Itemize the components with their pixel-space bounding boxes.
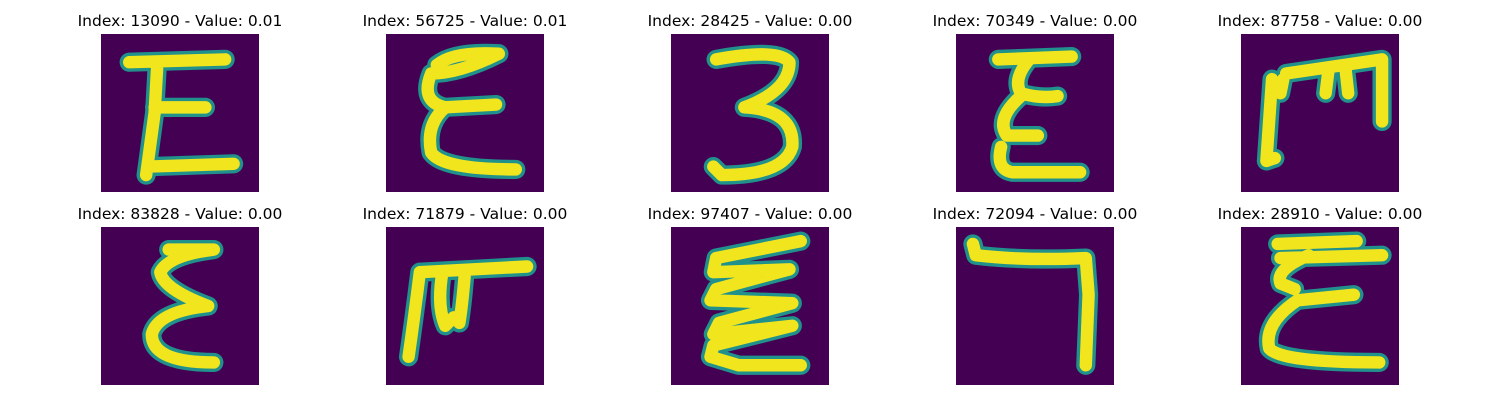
sample-image xyxy=(671,34,829,192)
sample-image xyxy=(1241,227,1399,385)
sample-title: Index: 56725 - Value: 0.01 xyxy=(362,12,568,30)
sample-cell-7: Index: 71879 - Value: 0.00 xyxy=(335,205,595,390)
sample-image xyxy=(956,34,1114,192)
sample-cell-2: Index: 56725 - Value: 0.01 xyxy=(335,12,595,197)
sample-image xyxy=(101,34,259,192)
sample-image xyxy=(386,34,544,192)
sample-cell-3: Index: 28425 - Value: 0.00 xyxy=(620,12,880,197)
sample-title: Index: 87758 - Value: 0.00 xyxy=(1217,12,1423,30)
sample-image xyxy=(956,227,1114,385)
sample-cell-5: Index: 87758 - Value: 0.00 xyxy=(1190,12,1450,197)
sample-image xyxy=(1241,34,1399,192)
sample-cell-8: Index: 97407 - Value: 0.00 xyxy=(620,205,880,390)
sample-title: Index: 70349 - Value: 0.00 xyxy=(932,12,1138,30)
sample-cell-1: Index: 13090 - Value: 0.01 xyxy=(50,12,310,197)
sample-cell-9: Index: 72094 - Value: 0.00 xyxy=(905,205,1165,390)
sample-image xyxy=(386,227,544,385)
sample-title: Index: 28425 - Value: 0.00 xyxy=(647,12,853,30)
sample-image xyxy=(101,227,259,385)
sample-cell-10: Index: 28910 - Value: 0.00 xyxy=(1190,205,1450,390)
sample-title: Index: 72094 - Value: 0.00 xyxy=(932,205,1138,223)
sample-title: Index: 71879 - Value: 0.00 xyxy=(362,205,568,223)
sample-image xyxy=(671,227,829,385)
sample-title: Index: 83828 - Value: 0.00 xyxy=(77,205,283,223)
sample-title: Index: 97407 - Value: 0.00 xyxy=(647,205,853,223)
sample-title: Index: 28910 - Value: 0.00 xyxy=(1217,205,1423,223)
sample-title: Index: 13090 - Value: 0.01 xyxy=(77,12,283,30)
sample-cell-6: Index: 83828 - Value: 0.00 xyxy=(50,205,310,390)
sample-cell-4: Index: 70349 - Value: 0.00 xyxy=(905,12,1165,197)
